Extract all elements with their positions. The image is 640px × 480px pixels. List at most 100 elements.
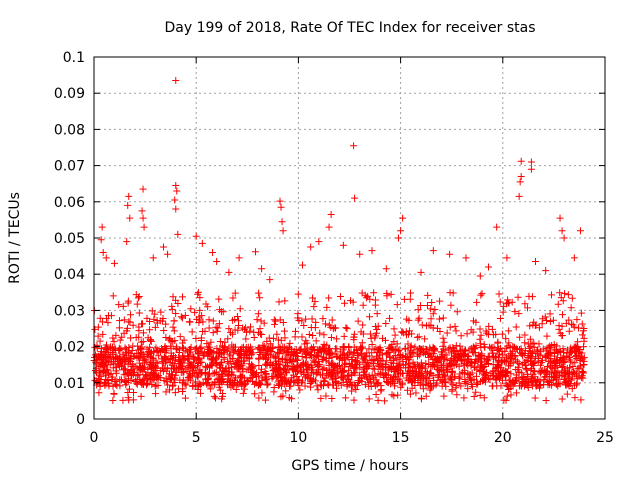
data-point (556, 329, 564, 337)
y-tick-label: 0.05 (54, 231, 85, 247)
data-point (276, 316, 284, 324)
data-point (168, 355, 176, 363)
data-point (171, 196, 179, 204)
data-point (580, 324, 588, 332)
data-point (573, 316, 581, 324)
data-point (162, 388, 170, 396)
data-point (179, 355, 187, 363)
data-point (218, 350, 226, 358)
data-point (427, 384, 435, 392)
data-point (291, 327, 299, 335)
data-point (523, 304, 531, 312)
data-point (238, 362, 246, 370)
data-point (91, 325, 99, 333)
data-point (312, 337, 320, 345)
data-point (188, 352, 196, 360)
data-point (311, 324, 319, 332)
data-point (246, 327, 254, 335)
data-point (565, 316, 573, 324)
data-point (95, 366, 103, 374)
data-point (493, 363, 501, 371)
data-point (239, 389, 247, 397)
data-point (342, 359, 350, 367)
data-point (139, 214, 147, 222)
data-point (529, 360, 537, 368)
data-point (395, 366, 403, 374)
data-point (368, 340, 376, 348)
data-point (482, 369, 490, 377)
data-point (139, 329, 147, 337)
data-point (488, 382, 496, 390)
data-point (114, 360, 122, 368)
data-point (467, 344, 475, 352)
data-point (175, 363, 183, 371)
data-point (425, 321, 433, 329)
data-point (166, 370, 174, 378)
data-point (318, 344, 326, 352)
data-point (310, 343, 318, 351)
data-point (176, 333, 184, 341)
data-point (190, 353, 198, 361)
data-point (521, 339, 529, 347)
data-point (542, 267, 550, 275)
data-point (272, 317, 280, 325)
data-point (356, 250, 364, 258)
data-point (418, 364, 426, 372)
data-point (372, 345, 380, 353)
data-point (247, 323, 255, 331)
data-point (512, 323, 520, 331)
data-point (562, 381, 570, 389)
data-point (147, 337, 155, 345)
data-point (414, 306, 422, 314)
data-point (155, 352, 163, 360)
data-point (129, 360, 137, 368)
data-point (150, 368, 158, 376)
data-point (528, 340, 536, 348)
data-point (456, 370, 464, 378)
data-point (297, 345, 305, 353)
data-point (563, 390, 571, 398)
data-point (350, 330, 358, 338)
data-point (168, 305, 176, 313)
data-point (91, 351, 99, 359)
data-point (285, 394, 293, 402)
data-point (185, 346, 193, 354)
data-point (227, 377, 235, 385)
data-point (449, 381, 457, 389)
data-point (476, 325, 484, 333)
data-point (387, 374, 395, 382)
data-point (192, 335, 200, 343)
data-point (554, 382, 562, 390)
data-point (365, 361, 373, 369)
data-point (370, 346, 378, 354)
data-point (443, 362, 451, 370)
data-point (366, 330, 374, 338)
data-point (196, 294, 204, 302)
data-point (311, 347, 319, 355)
data-point (231, 289, 239, 297)
data-point (235, 350, 243, 358)
data-point (495, 290, 503, 298)
data-point (224, 335, 232, 343)
data-point (198, 239, 206, 247)
data-point (339, 344, 347, 352)
data-point (525, 344, 533, 352)
data-point (242, 343, 250, 351)
data-point (167, 365, 175, 373)
data-point (209, 317, 217, 325)
data-point (405, 371, 413, 379)
data-point (537, 380, 545, 388)
data-point (427, 369, 435, 377)
data-point (527, 158, 535, 166)
data-point (534, 375, 542, 383)
data-point (157, 308, 165, 316)
data-point (262, 370, 270, 378)
data-point (518, 382, 526, 390)
data-point (229, 354, 237, 362)
data-point (159, 367, 167, 375)
data-point (496, 375, 504, 383)
data-point (406, 295, 414, 303)
data-point (357, 375, 365, 383)
data-point (570, 323, 578, 331)
data-point (446, 344, 454, 352)
